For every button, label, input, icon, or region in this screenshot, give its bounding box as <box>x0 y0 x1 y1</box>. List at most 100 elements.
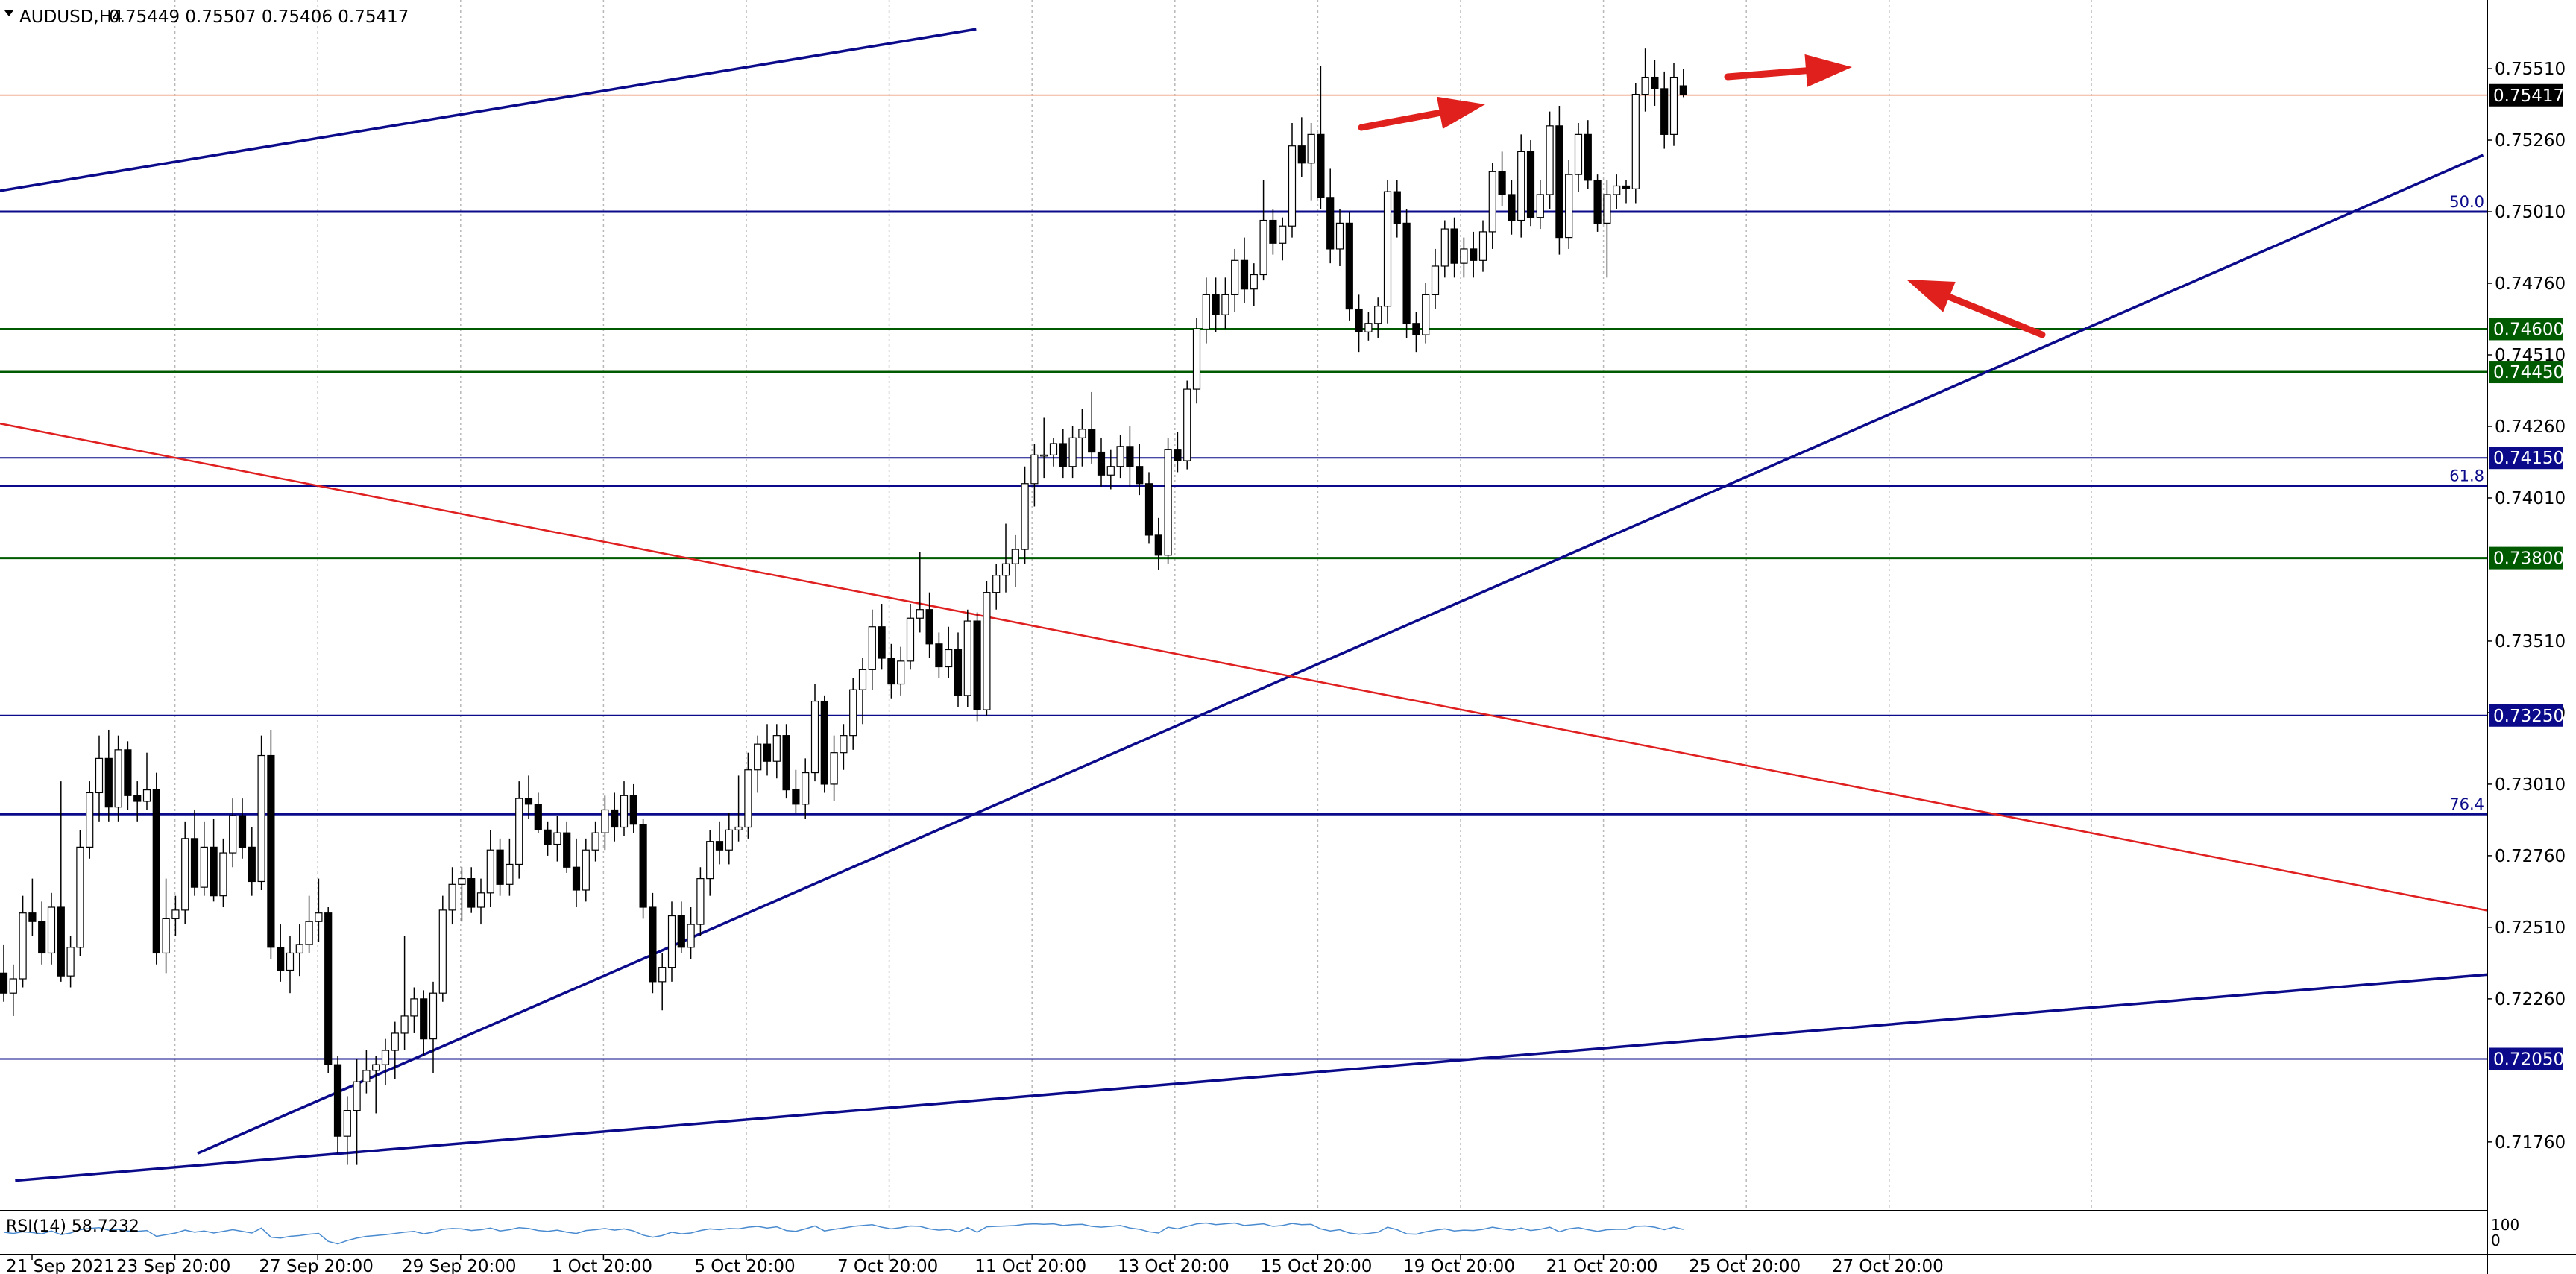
candle-bear[interactable] <box>611 809 619 828</box>
candle-bull[interactable] <box>1422 294 1430 335</box>
candle-bull[interactable] <box>1011 549 1019 564</box>
candle-bull[interactable] <box>372 1064 380 1071</box>
candle-bear[interactable] <box>1317 133 1325 198</box>
candle-bull[interactable] <box>343 1110 351 1137</box>
candle-bull[interactable] <box>1574 133 1583 175</box>
candle-bull[interactable] <box>1202 294 1210 330</box>
candle-bull[interactable] <box>696 878 705 925</box>
candle-bear[interactable] <box>639 824 647 908</box>
candle-bull[interactable] <box>1068 437 1077 467</box>
candle-bear[interactable] <box>28 912 37 922</box>
candle-bear[interactable] <box>1651 76 1659 89</box>
candle-bull[interactable] <box>810 700 819 774</box>
candle-bear[interactable] <box>973 620 981 710</box>
candle-bull[interactable] <box>897 660 905 685</box>
candle-bull[interactable] <box>1231 259 1239 295</box>
candle-bull[interactable] <box>1279 225 1287 244</box>
candle-bull[interactable] <box>229 815 237 854</box>
candle-bear[interactable] <box>925 609 933 645</box>
candle-bear[interactable] <box>1593 180 1602 224</box>
candle-bull[interactable] <box>1613 185 1621 195</box>
support-trendline[interactable] <box>197 154 2484 1155</box>
candle-bull[interactable] <box>362 1070 371 1082</box>
candle-bear[interactable] <box>544 829 552 845</box>
candle-bull[interactable] <box>295 944 303 954</box>
candle-bear[interactable] <box>190 838 199 888</box>
candle-bull[interactable] <box>1374 306 1382 324</box>
candle-bull[interactable] <box>1603 194 1611 224</box>
candle-bear[interactable] <box>715 841 724 851</box>
candle-bull[interactable] <box>1431 265 1440 295</box>
candle-bull[interactable] <box>19 912 27 980</box>
candle-bear[interactable] <box>792 789 800 805</box>
candle-bear[interactable] <box>1555 125 1563 239</box>
candle-bear[interactable] <box>1470 248 1478 261</box>
candle-bull[interactable] <box>1021 483 1029 550</box>
candle-bear[interactable] <box>782 735 790 791</box>
candle-bull[interactable] <box>1106 466 1115 476</box>
candle-bear[interactable] <box>333 1064 342 1137</box>
candle-bear[interactable] <box>1097 451 1106 476</box>
candle-bull[interactable] <box>142 789 151 802</box>
candle-bear[interactable] <box>324 912 333 1065</box>
candle-bear[interactable] <box>1326 197 1335 250</box>
candle-bull[interactable] <box>1164 449 1172 556</box>
candle-bear[interactable] <box>1412 323 1420 335</box>
candle-bull[interactable] <box>114 749 122 808</box>
candle-bull[interactable] <box>1259 219 1267 276</box>
upper-channel-line[interactable] <box>0 28 977 192</box>
candle-bull[interactable] <box>582 849 590 891</box>
candle-bear[interactable] <box>1355 308 1363 332</box>
candle-bear[interactable] <box>820 700 828 785</box>
candle-bear[interactable] <box>878 626 886 659</box>
candle-bull[interactable] <box>515 798 523 865</box>
candle-bull[interactable] <box>1631 94 1640 189</box>
candle-bull[interactable] <box>1383 191 1392 307</box>
candle-bull[interactable] <box>945 649 953 668</box>
candle-bull[interactable] <box>658 967 667 983</box>
candle-bear[interactable] <box>1679 85 1687 95</box>
candle-bull[interactable] <box>667 915 676 968</box>
candle-bull[interactable] <box>840 735 848 754</box>
candle-bull[interactable] <box>438 909 447 994</box>
candle-bull[interactable] <box>734 826 743 830</box>
candle-bull[interactable] <box>506 863 514 885</box>
candle-bull[interactable] <box>47 906 56 954</box>
candle-bull[interactable] <box>1565 174 1573 239</box>
candle-bear[interactable] <box>1622 185 1631 189</box>
candle-bear[interactable] <box>563 832 571 868</box>
candle-bull[interactable] <box>906 617 915 662</box>
candle-bull[interactable] <box>1001 563 1010 576</box>
candle-bull[interactable] <box>76 846 84 948</box>
candle-bull[interactable] <box>601 809 609 833</box>
candle-bear[interactable] <box>420 998 428 1040</box>
candle-bull[interactable] <box>916 609 924 619</box>
candle-bear[interactable] <box>1345 222 1353 310</box>
candle-bear[interactable] <box>238 815 247 848</box>
candle-bull[interactable] <box>429 992 438 1040</box>
candle-bull[interactable] <box>1116 446 1124 467</box>
candle-bear[interactable] <box>1660 88 1669 135</box>
candle-bull[interactable] <box>1536 194 1544 218</box>
candle-bull[interactable] <box>1641 76 1649 95</box>
candle-bull[interactable] <box>1221 294 1229 315</box>
candle-bear[interactable] <box>248 846 256 883</box>
candle-bull[interactable] <box>553 832 561 845</box>
candle-bull[interactable] <box>400 1015 409 1034</box>
candle-bear[interactable] <box>1450 228 1458 264</box>
candle-bear[interactable] <box>935 643 943 668</box>
candle-bull[interactable] <box>286 952 295 971</box>
candle-bull[interactable] <box>219 852 227 897</box>
candle-bear[interactable] <box>887 658 895 685</box>
candle-bear[interactable] <box>1393 191 1401 224</box>
candle-bull[interactable] <box>305 921 313 945</box>
candle-bull[interactable] <box>9 978 17 994</box>
candle-bear[interactable] <box>954 649 963 696</box>
candle-bull[interactable] <box>754 743 762 771</box>
candle-bear[interactable] <box>267 754 275 948</box>
candle-bull[interactable] <box>257 754 265 883</box>
candle-bear[interactable] <box>1297 145 1306 164</box>
candle-bear[interactable] <box>677 915 685 948</box>
candle-bull[interactable] <box>802 772 810 805</box>
